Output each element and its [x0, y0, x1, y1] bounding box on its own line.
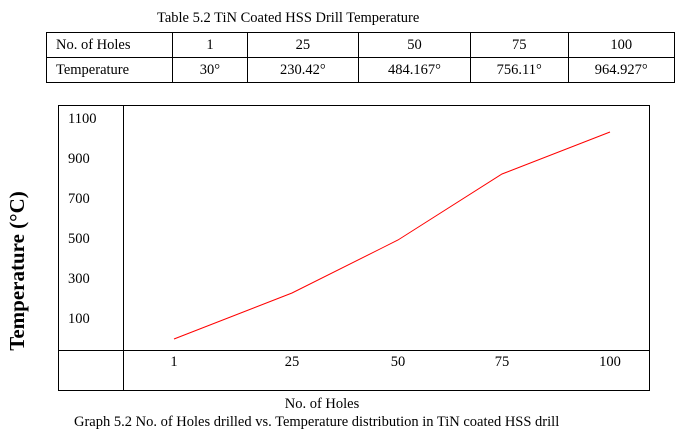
y-tick-label: 500 [68, 231, 90, 247]
holes-cell: 100 [567, 32, 675, 58]
x-tick-label: 75 [495, 354, 510, 370]
table-row-holes: No. of Holes 1 25 50 75 100 [45, 32, 675, 58]
y-tick-label: 300 [68, 271, 90, 287]
x-tick-label: 25 [285, 354, 300, 370]
holes-cell: 75 [469, 32, 569, 58]
temperature-cell: 230.42° [246, 57, 360, 83]
x-axis-label: No. of Holes [285, 396, 360, 412]
temperature-cell: 964.927° [567, 57, 675, 83]
y-tick-label: 700 [68, 191, 90, 207]
temperature-series-line [173, 131, 611, 340]
graph-caption: Graph 5.2 No. of Holes drilled vs. Tempe… [74, 414, 560, 430]
y-tick-labels: 1100 900 700 500 300 100 [68, 111, 96, 327]
x-tick-label: 50 [391, 354, 406, 370]
table-row-temperature: Temperature 30° 230.42° 484.167° 756.11°… [45, 57, 675, 83]
x-tick-label: 100 [599, 354, 621, 370]
y-tick-label: 1100 [68, 111, 96, 127]
holes-cell: 50 [358, 32, 471, 58]
y-tick-label: 900 [68, 151, 90, 167]
holes-cell: 25 [246, 32, 360, 58]
temperature-table: No. of Holes 1 25 50 75 100 Temperature … [45, 32, 675, 83]
row-label-temperature: Temperature [45, 57, 174, 83]
row-label-holes: No. of Holes [45, 32, 174, 58]
y-tick-label: 100 [68, 311, 90, 327]
temperature-cell: 484.167° [358, 57, 471, 83]
x-tick-labels: 1 25 50 75 100 [170, 354, 621, 370]
temperature-cell: 30° [172, 57, 248, 83]
y-axis-label: Temperature (°C) [5, 191, 29, 350]
x-tick-label: 1 [170, 354, 177, 370]
temperature-cell: 756.11° [469, 57, 569, 83]
table-caption: Table 5.2 TiN Coated HSS Drill Temperatu… [157, 10, 420, 26]
chart-frame [58, 105, 650, 391]
